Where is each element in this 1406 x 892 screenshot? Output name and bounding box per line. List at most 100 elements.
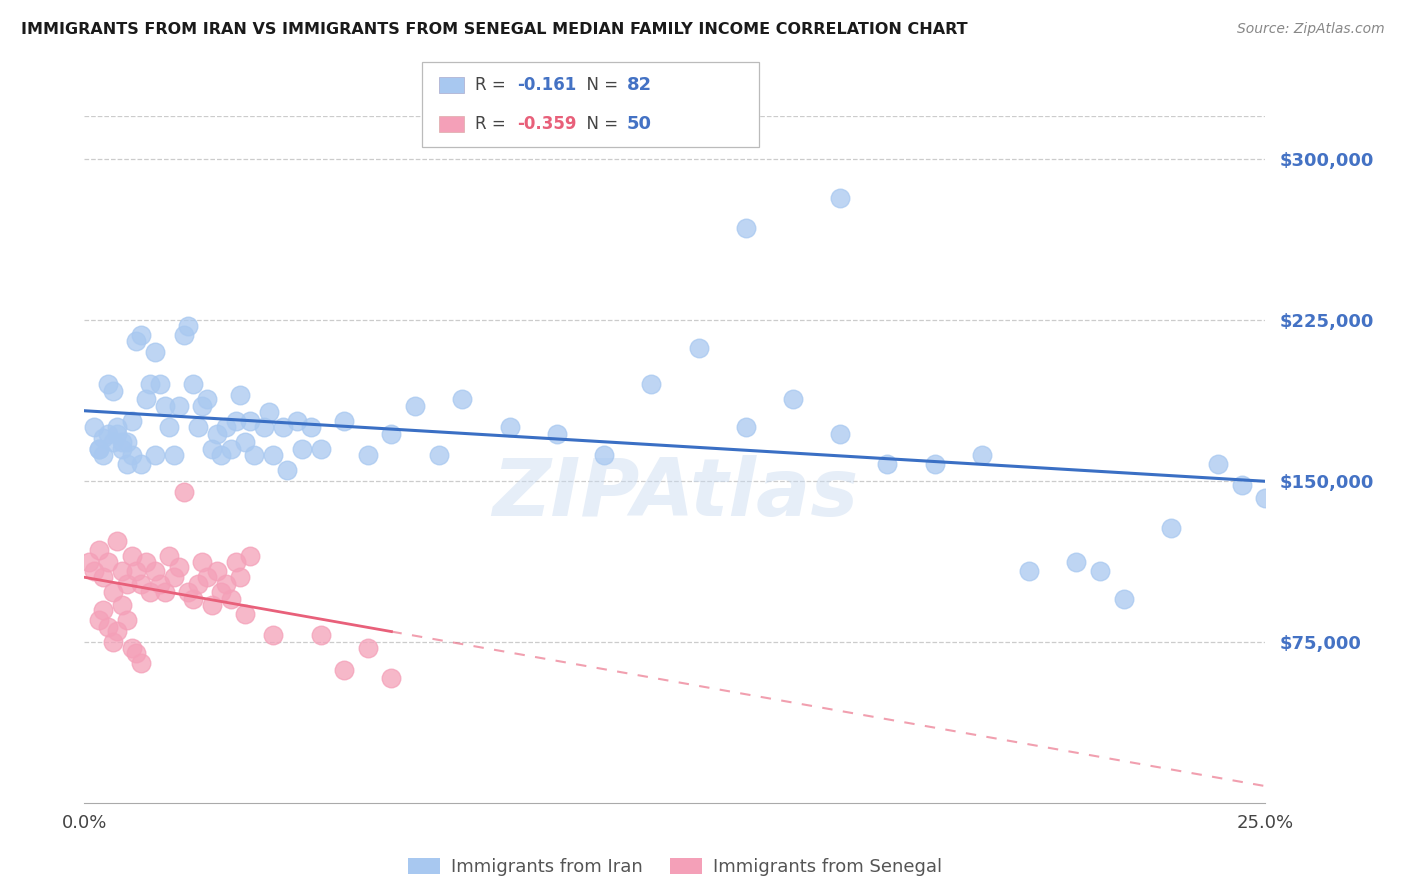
Point [77,555,100,570]
Point [1160,521,1182,535]
Point [87,442,110,456]
Point [209,448,232,462]
Point [215,420,238,434]
Text: ZIPAtlas: ZIPAtlas [492,455,858,533]
Point [1088,564,1111,578]
Point [153,399,176,413]
Point [333,414,356,428]
Text: 82: 82 [627,77,652,95]
Point [357,448,380,462]
Point [101,384,124,398]
Point [101,635,124,649]
Text: -0.359: -0.359 [517,115,576,133]
Point [239,414,262,428]
Point [157,420,180,434]
Point [262,628,284,642]
Point [257,405,280,419]
Point [734,220,756,235]
Text: IMMIGRANTS FROM IRAN VS IMMIGRANTS FROM SENEGAL MEDIAN FAMILY INCOME CORRELATION: IMMIGRANTS FROM IRAN VS IMMIGRANTS FROM … [21,22,967,37]
Legend: Immigrants from Iran, Immigrants from Senegal: Immigrants from Iran, Immigrants from Se… [401,850,949,883]
Point [830,426,852,441]
Point [111,564,134,578]
Point [1230,478,1253,492]
Text: R =: R = [475,115,512,133]
Point [219,591,242,606]
Point [97,555,120,570]
Point [225,414,247,428]
Point [427,448,450,462]
Point [83,564,105,578]
Point [593,448,616,462]
Point [121,641,143,656]
Point [404,399,426,413]
Point [125,646,148,660]
Point [285,414,308,428]
Point [276,463,298,477]
Point [115,435,138,450]
Point [357,641,380,656]
Point [163,570,186,584]
Point [299,420,322,434]
Point [876,457,898,471]
Point [253,420,276,434]
Point [121,414,143,428]
Text: 50: 50 [627,115,652,133]
Point [177,585,200,599]
Point [115,457,138,471]
Point [107,426,129,441]
Point [233,435,256,450]
Point [187,420,209,434]
Point [229,570,252,584]
Point [91,570,114,584]
Point [309,442,332,456]
Point [1018,564,1040,578]
Point [97,620,120,634]
Point [924,457,946,471]
Point [830,190,852,204]
Point [121,448,143,462]
Point [239,549,262,563]
Point [191,555,214,570]
Point [135,555,157,570]
Point [1066,555,1088,570]
Point [91,602,114,616]
Point [149,577,172,591]
Point [87,542,110,557]
Point [195,570,218,584]
Point [129,327,152,342]
Point [380,426,402,441]
Point [107,420,129,434]
Point [107,624,129,639]
Point [163,448,186,462]
Text: R =: R = [475,77,512,95]
Point [167,399,190,413]
Point [225,555,247,570]
Point [215,577,238,591]
Point [87,613,110,627]
Point [181,591,204,606]
Point [87,442,110,456]
Point [201,442,224,456]
Point [219,442,242,456]
Text: N =: N = [576,77,624,95]
Point [111,435,134,450]
Point [191,399,214,413]
Point [115,577,138,591]
Point [291,442,314,456]
Point [101,585,124,599]
Point [546,426,568,441]
Text: -0.161: -0.161 [517,77,576,95]
Point [125,564,148,578]
Point [173,484,195,499]
Point [205,426,228,441]
Point [688,341,710,355]
Point [271,420,294,434]
Point [201,599,224,613]
Point [209,585,232,599]
Point [233,607,256,621]
Point [101,435,124,450]
Point [97,377,120,392]
Point [205,564,228,578]
Point [333,663,356,677]
Point [970,448,993,462]
